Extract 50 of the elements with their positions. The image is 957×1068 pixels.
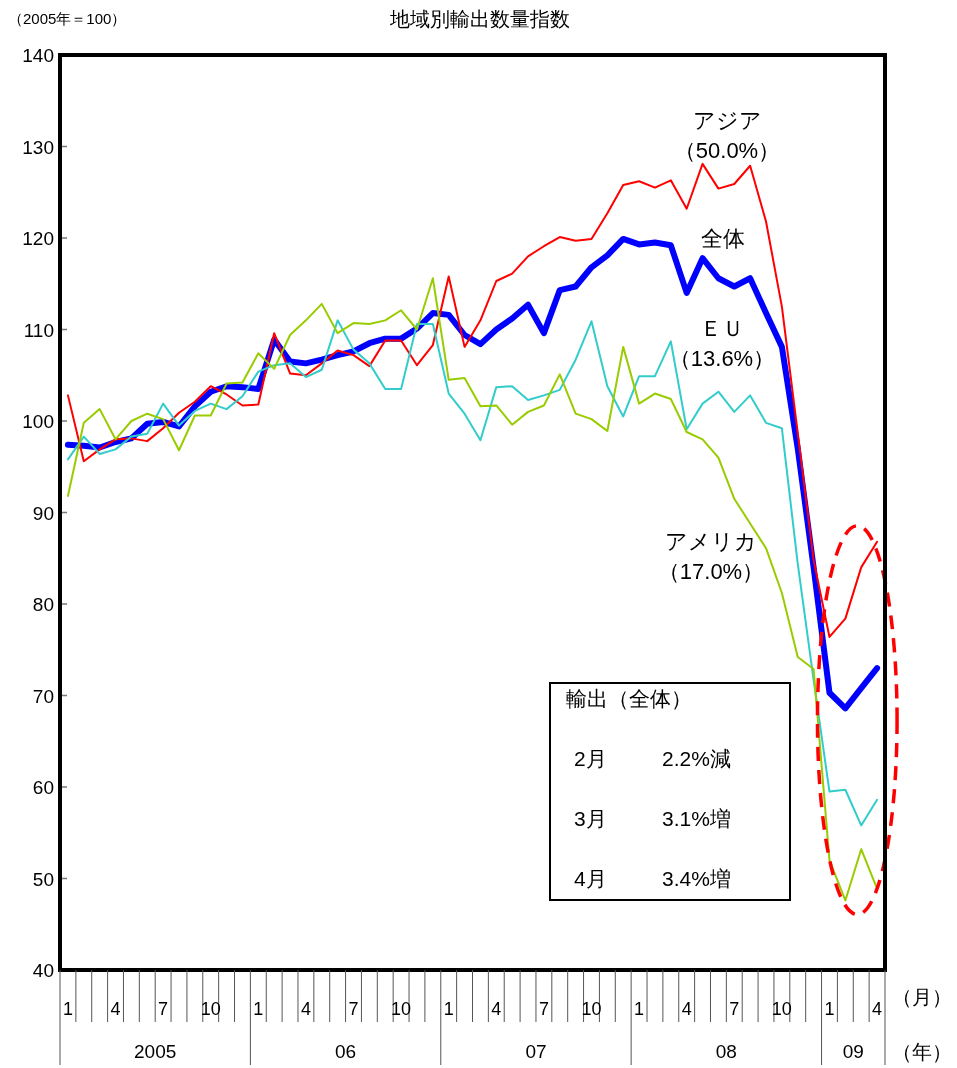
y-axis-title: （2005年＝100） [8,10,127,27]
line-series [66,319,879,827]
x-tick-label: 1 [253,999,264,1019]
x-tick-label: 1 [443,999,454,1019]
x-tick-label: 4 [872,999,883,1019]
annotation: 3.4%増 [662,867,731,890]
x-tick-label: 10 [771,999,792,1019]
series-label: 全体 [701,226,745,251]
y-tick-label: 120 [22,228,54,249]
x-tick-label: 7 [348,999,359,1019]
x-tick-label: 4 [681,999,692,1019]
x-tick-label: 1 [634,999,645,1019]
x-tick-label: 4 [300,999,311,1019]
x-tick-label: 4 [491,999,502,1019]
y-tick-label: 70 [32,685,54,707]
y-tick-label: 130 [22,136,54,158]
text: 2005 [134,1041,177,1062]
x-tick-label: 7 [538,999,549,1019]
x-tick-label: 7 [729,999,740,1019]
annotation: 3月 [574,807,607,830]
annotation: 2月 [574,747,607,770]
line-series [66,162,879,638]
y-tick-label: 80 [32,594,54,615]
y-tick-label: 40 [32,960,54,981]
text: （年） [892,1041,952,1063]
x-tick-label: 4 [110,999,121,1019]
text: 09 [842,1041,864,1062]
text: 08 [715,1041,737,1062]
chart-title: 地域別輸出数量指数 [389,8,570,30]
y-tick-label: 60 [32,777,54,798]
series-label: アメリカ（17.0%） [657,529,765,584]
line-series [66,277,879,902]
text: 06 [335,1041,357,1062]
series-label: ＥＵ（13.6%） [668,316,776,371]
annotation: 輸出（全体） [566,687,692,710]
y-tick-label: 90 [32,502,54,524]
x-tick-label: 7 [158,999,169,1019]
y-tick-label: 100 [22,411,54,432]
text: 07 [525,1041,547,1062]
y-tick-label: 50 [32,868,54,890]
annotation: 2.2%減 [662,747,731,770]
x-tick-label: 1 [62,999,73,1019]
x-tick-label: 1 [824,999,835,1019]
text: （月） [892,986,952,1008]
y-tick-label: 140 [22,45,54,66]
y-tick-label: 110 [23,319,54,341]
series-label: アジア（50.0%） [673,108,781,163]
annotation: 4月 [574,867,607,890]
annotation: 3.1%増 [662,807,731,830]
x-tick-label: 10 [391,999,412,1019]
